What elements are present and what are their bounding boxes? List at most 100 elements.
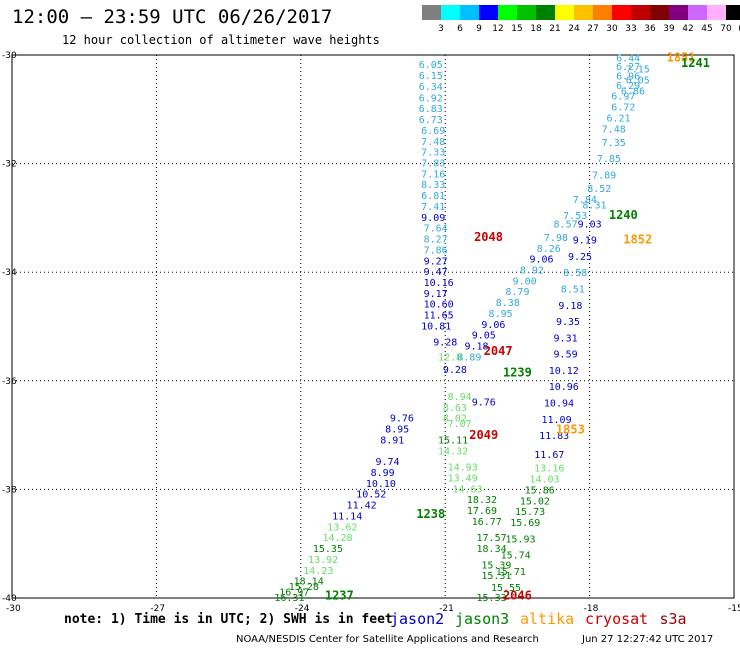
plot-frame (11, 54, 735, 599)
colorbar-label: 27 (587, 24, 599, 34)
data-label-altika: 6.86 (621, 86, 645, 97)
data-label-jason2: 9.28 (433, 338, 457, 349)
data-label-jason2: 13.92 (308, 555, 338, 566)
y-tick-label: -36 (2, 377, 17, 387)
data-label-cryosat: 9.18 (464, 342, 488, 353)
colorbar-swatch (441, 5, 460, 20)
track-label: 2048 (474, 230, 503, 244)
y-tick-label: -38 (2, 485, 17, 495)
colorbar-label: 3 (438, 24, 444, 34)
data-label-cryosat: 12.8 (438, 352, 462, 363)
data-label-jason2: 7.33 (421, 148, 445, 159)
data-label-jason3: 18.32 (467, 495, 497, 506)
track-label: 2049 (469, 428, 498, 442)
data-label-s3a: 15.93 (505, 534, 535, 545)
data-label-jason2: 10.10 (366, 479, 396, 490)
colorbar-swatch (536, 5, 555, 20)
data-label-s3a: 15.74 (501, 551, 531, 562)
data-label-jason2: 6.73 (419, 115, 443, 126)
data-label-jason2: 6.83 (419, 104, 443, 115)
data-label-cryosat: 9.00 (513, 276, 537, 287)
legend-item-cryosat: cryosat (585, 610, 649, 628)
data-label-jason2: 8.33 (421, 180, 445, 191)
track-label: 1237 (325, 588, 354, 602)
legend-item-altika: altika (520, 610, 575, 628)
data-label-jason3: 17.69 (467, 506, 497, 517)
data-label-jason2: 7.48 (421, 137, 445, 148)
data-label-altika: 8.52 (587, 184, 611, 195)
data-label-s3a: 11.67 (534, 450, 564, 461)
credit-text: NOAA/NESDIS Center for Satellite Applica… (236, 634, 539, 645)
data-label-altika: 7.48 (602, 124, 626, 135)
data-label-s3a: 15.55 (491, 583, 521, 594)
colorbar-swatch (555, 5, 574, 20)
data-label-altika: 8.31 (582, 200, 606, 211)
data-label-altika: 6.05 (626, 75, 650, 86)
track-label: 1853 (556, 423, 585, 437)
data-label-jason2: 9.09 (421, 213, 445, 224)
data-label-jason2: 10.52 (356, 490, 386, 501)
data-label-cryosat: 7.84 (573, 195, 597, 206)
track-label: 1240 (609, 208, 638, 222)
data-label-altika: 10.12 (549, 366, 579, 377)
data-label-jason2: 8.27 (424, 235, 448, 246)
data-label-altika: 9.18 (558, 301, 582, 312)
data-label-s3a: 14.03 (529, 475, 559, 486)
track-label: 1238 (416, 507, 445, 521)
data-label-altika: 6.72 (611, 103, 635, 114)
timestamp-text: Jun 27 12:27:42 UTC 2017 (582, 634, 714, 645)
colorbar-label: 30 (606, 24, 618, 34)
data-label-jason2: 9.47 (424, 267, 448, 278)
data-label-jason2: 6.15 (419, 71, 443, 82)
data-label-altika: 8.51 (561, 284, 585, 295)
colorbar-label: 12 (492, 24, 504, 34)
data-label-jason3: 18.34 (477, 544, 507, 555)
data-label-altika: 6.96 (616, 72, 640, 83)
data-label-jason2: 10.81 (421, 321, 451, 332)
data-label-cryosat: 7.98 (544, 233, 568, 244)
data-label-s3a: 15.69 (510, 518, 540, 529)
x-tick-label: -15 (728, 604, 740, 614)
y-tick-label: -40 (2, 594, 17, 604)
y-tick-label: -34 (2, 268, 17, 278)
data-label-jason3: 15.39 (481, 560, 511, 571)
x-tick-label: -27 (150, 604, 165, 614)
data-label-jason2: 13.62 (327, 522, 357, 533)
data-label-s3a: 15.71 (496, 567, 526, 578)
colorbar-swatch (669, 5, 688, 20)
data-label-cryosat: 7.53 (563, 211, 587, 222)
data-label-jason2: 11.65 (424, 311, 454, 322)
data-label-jason2: 7.41 (421, 202, 445, 213)
data-label-jason3: 15.31 (481, 571, 511, 582)
colorbar-label: 36 (644, 24, 656, 34)
colorbar-label: 33 (625, 24, 637, 34)
data-label-jason2: 16.97 (279, 587, 309, 598)
data-label-jason3: 8.63 (443, 403, 467, 414)
data-label-jason2: 8.95 (385, 425, 409, 436)
colorbar-label: 70 (720, 24, 732, 34)
data-label-jason2: 6.05 (419, 60, 443, 71)
data-label-jason3: 8.02 (443, 414, 467, 425)
data-label-jason2: 6.92 (419, 93, 443, 104)
x-tick-label: -21 (439, 604, 454, 614)
colorbar-swatch (707, 5, 726, 20)
colorbar-label: 45 (701, 24, 713, 34)
data-label-jason3: 14.63 (452, 484, 482, 495)
colorbar-label: 18 (530, 24, 542, 34)
colorbar-swatch (574, 5, 593, 20)
legend-item-jason3: jason3 (455, 610, 510, 628)
data-label-jason2: 9.27 (424, 256, 448, 267)
y-tick-label: -30 (2, 51, 17, 61)
x-tick-label: -24 (295, 604, 310, 614)
track-label: 1852 (623, 233, 652, 247)
data-label-altika: 9.19 (573, 236, 597, 247)
colorbar-swatch (612, 5, 631, 20)
data-label-jason2: 15.28 (289, 582, 319, 593)
colorbar-label: 21 (549, 24, 561, 34)
track-label: 2047 (484, 344, 513, 358)
data-label-jason2: 18.14 (294, 577, 324, 588)
data-label-jason2: 6.34 (419, 82, 443, 93)
data-label-altika: 9.03 (578, 219, 602, 230)
colorbar-swatch (593, 5, 612, 20)
